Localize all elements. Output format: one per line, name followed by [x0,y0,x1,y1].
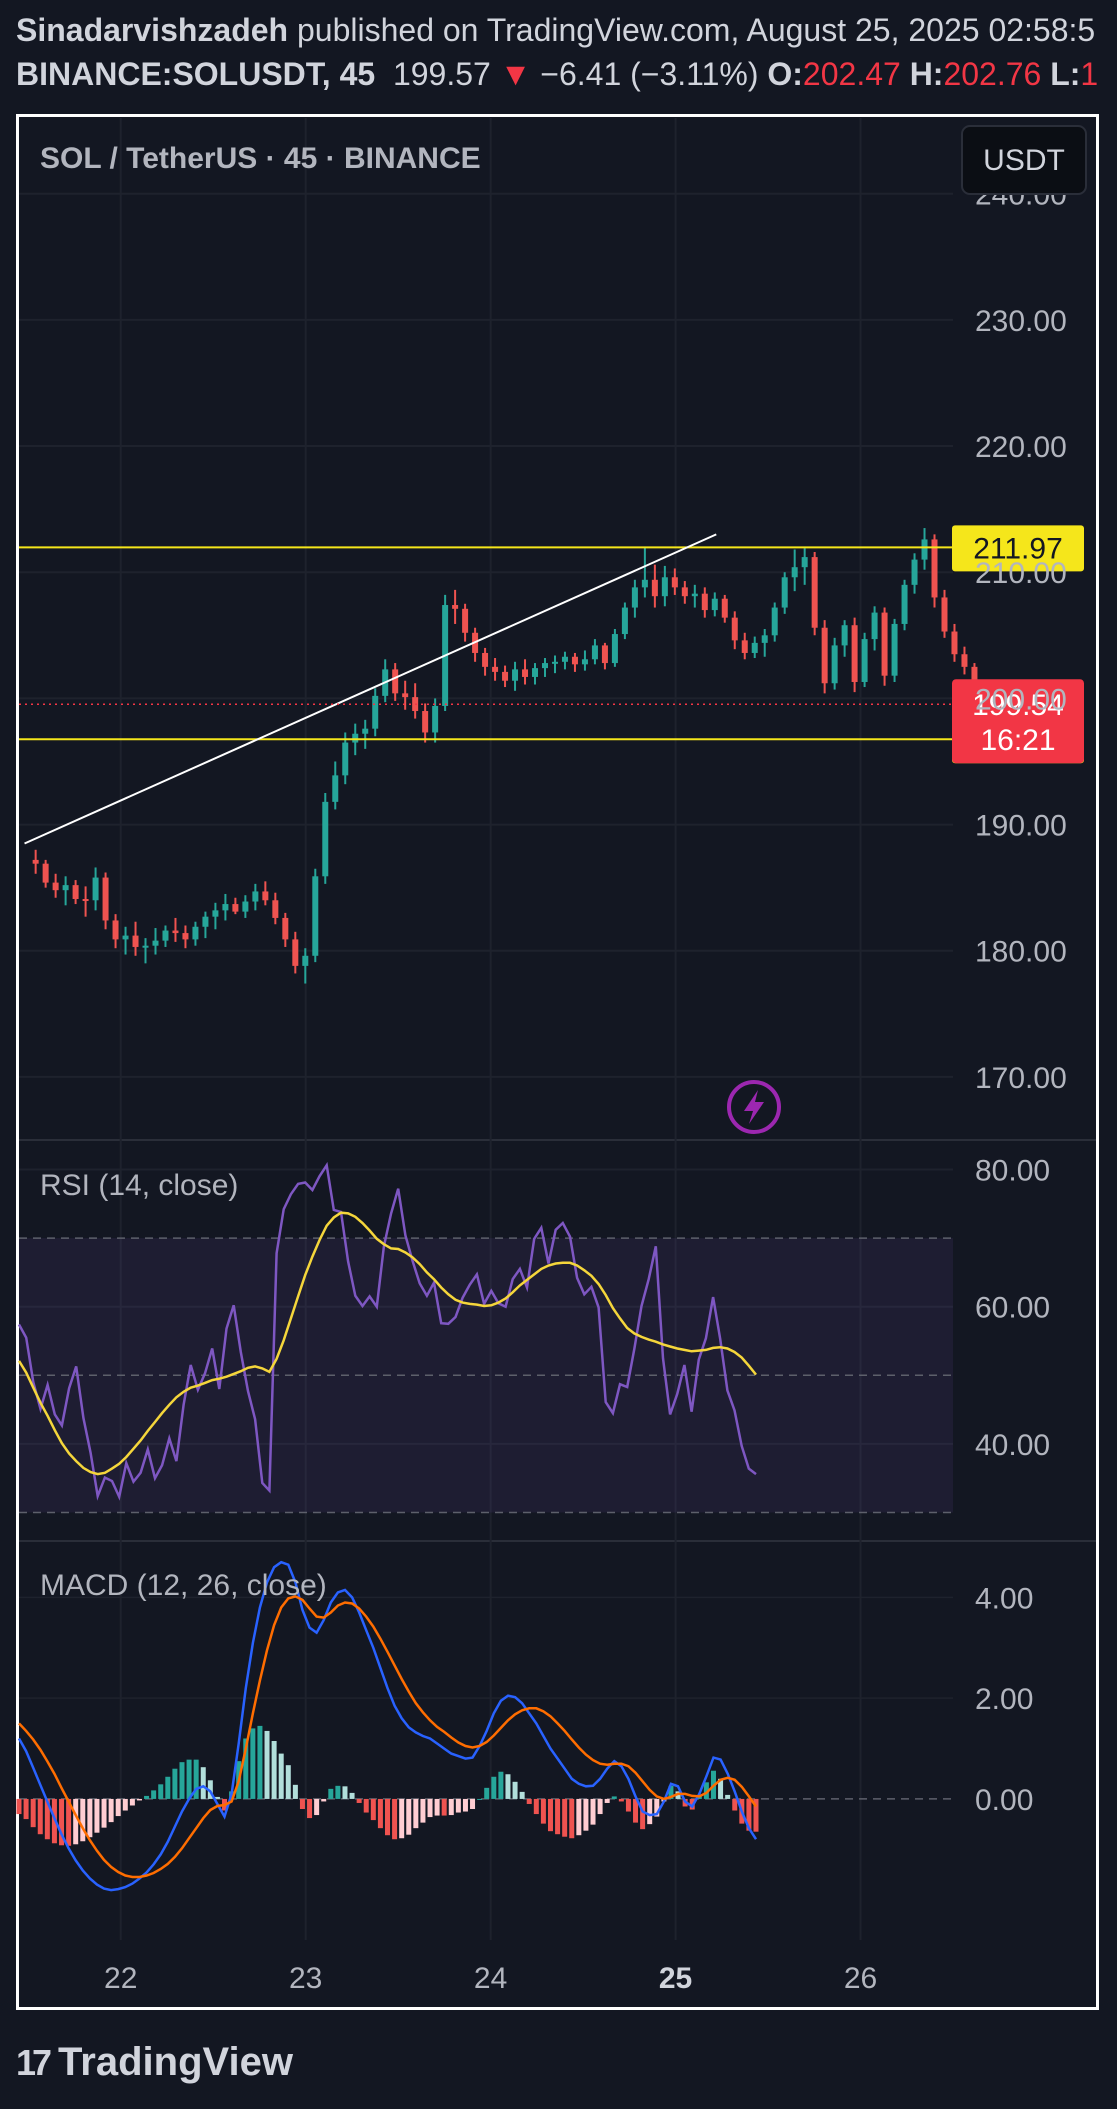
tradingview-mark-icon: 17 [16,2041,52,2083]
published-text: published on TradingView.com, August 25,… [296,12,1096,48]
last-price: 199.57 [392,56,491,92]
chart-frame [16,114,1099,2010]
tradingview-logo[interactable]: 17 TradingView [16,2040,293,2085]
symbol-header: BINANCE:SOLUSDT, 45 199.57 ▼ −6.41 (−3.1… [16,56,1098,93]
down-arrow-icon: ▼ [499,56,532,92]
high-value: 202.76 [943,56,1042,92]
low-label: L: [1050,56,1081,92]
symbol-label: BINANCE:SOLUSDT, 45 [16,56,376,92]
open-label: O: [767,56,803,92]
author-name[interactable]: Sinadarvishzadeh [16,12,289,48]
brand-name: TradingView [58,2040,293,2084]
high-label: H: [909,56,944,92]
publish-header: Sinadarvishzadeh published on TradingVie… [16,12,1095,49]
price-change: −6.41 (−3.11%) [540,56,759,92]
low-value: 1 [1080,56,1099,92]
open-value: 202.47 [802,56,901,92]
